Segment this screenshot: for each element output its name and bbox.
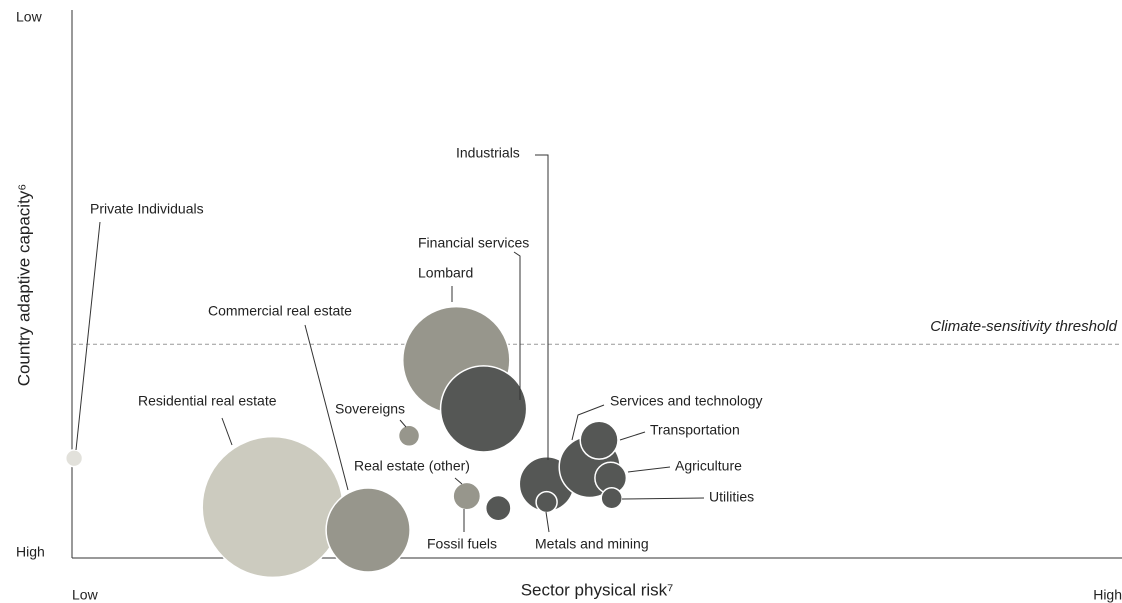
bubble	[439, 365, 528, 453]
bubble-label: Lombard	[418, 265, 473, 281]
bubble-label: Private Individuals	[90, 201, 204, 217]
bubble	[325, 487, 411, 573]
y-tick-label: High	[16, 544, 45, 560]
bubble	[484, 494, 512, 522]
bubble	[397, 424, 421, 448]
leader-line	[545, 511, 550, 533]
bubble-label: Sovereigns	[335, 401, 405, 417]
x-tick-label: High	[1093, 587, 1122, 603]
bubble-label: Real estate (other)	[354, 458, 470, 474]
bubble	[201, 435, 344, 579]
bubble-label: Commercial real estate	[208, 303, 352, 319]
leader-line	[513, 251, 521, 400]
y-tick-label: Low	[16, 9, 43, 25]
bubble-label: Transportation	[650, 422, 740, 438]
bubble-label: Services and technology	[610, 393, 763, 409]
bubble-label: Agriculture	[675, 458, 742, 474]
x-tick-label: Low	[72, 587, 99, 603]
bubble	[452, 481, 482, 511]
bubble-label: Residential real estate	[138, 393, 277, 409]
y-axis-label: Country adaptive capacity⁶	[14, 184, 33, 387]
bubble	[579, 420, 619, 460]
bubble-label: Industrials	[456, 145, 520, 161]
leader-line	[454, 477, 463, 485]
threshold-label: Climate-sensitivity threshold	[930, 318, 1117, 335]
leader-line	[627, 466, 671, 473]
leader-line	[571, 404, 605, 441]
bubble	[64, 449, 84, 468]
bubble-label: Metals and mining	[535, 536, 649, 552]
bubble	[600, 487, 623, 510]
leader-line	[619, 431, 646, 441]
leader-line	[399, 419, 407, 428]
bubble	[535, 490, 558, 514]
leader-line	[535, 154, 549, 460]
bubble-label: Fossil fuels	[427, 536, 497, 552]
leader-line	[304, 324, 349, 491]
leader-line	[221, 417, 233, 446]
leader-line	[621, 497, 705, 500]
bubble-label: Financial services	[418, 235, 529, 251]
x-axis-label: Sector physical risk⁷	[521, 580, 674, 599]
bubble-label: Utilities	[709, 489, 754, 505]
leader-line	[75, 221, 101, 451]
